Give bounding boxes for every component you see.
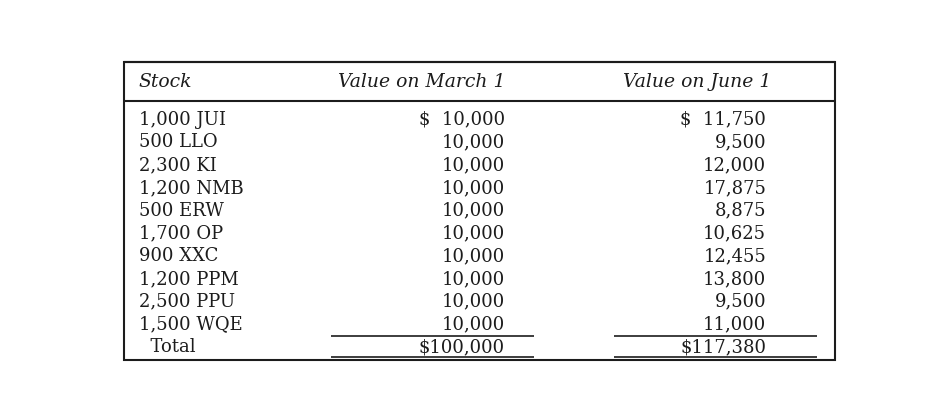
Text: 500 ERW: 500 ERW bbox=[139, 202, 224, 220]
Text: 2,500 PPU: 2,500 PPU bbox=[139, 293, 235, 311]
Text: 10,000: 10,000 bbox=[442, 179, 505, 197]
Text: 900 XXC: 900 XXC bbox=[139, 247, 218, 265]
Text: 10,000: 10,000 bbox=[442, 224, 505, 242]
Text: 9,500: 9,500 bbox=[714, 133, 767, 151]
Text: 10,000: 10,000 bbox=[442, 156, 505, 174]
Text: 10,000: 10,000 bbox=[442, 133, 505, 151]
Text: 9,500: 9,500 bbox=[714, 293, 767, 311]
Text: 1,000 JUI: 1,000 JUI bbox=[139, 111, 226, 129]
Text: 17,875: 17,875 bbox=[703, 179, 767, 197]
Text: 10,625: 10,625 bbox=[703, 224, 767, 242]
Text: 12,455: 12,455 bbox=[704, 247, 767, 265]
Text: 10,000: 10,000 bbox=[442, 316, 505, 334]
Text: 500 LLO: 500 LLO bbox=[139, 133, 217, 151]
Text: 10,000: 10,000 bbox=[442, 270, 505, 288]
Text: 10,000: 10,000 bbox=[442, 202, 505, 220]
Text: 10,000: 10,000 bbox=[442, 293, 505, 311]
Text: Stock: Stock bbox=[139, 73, 192, 91]
Text: $100,000: $100,000 bbox=[419, 338, 505, 357]
Text: 8,875: 8,875 bbox=[715, 202, 767, 220]
Text: 1,200 PPM: 1,200 PPM bbox=[139, 270, 239, 288]
Text: Value on June 1: Value on June 1 bbox=[623, 73, 771, 91]
Text: 1,500 WQE: 1,500 WQE bbox=[139, 316, 242, 334]
Text: 1,200 NMB: 1,200 NMB bbox=[139, 179, 243, 197]
Text: $  11,750: $ 11,750 bbox=[680, 111, 767, 129]
Text: 12,000: 12,000 bbox=[703, 156, 767, 174]
Text: 2,300 KI: 2,300 KI bbox=[139, 156, 216, 174]
Text: 10,000: 10,000 bbox=[442, 247, 505, 265]
Text: 11,000: 11,000 bbox=[703, 316, 767, 334]
Text: Total: Total bbox=[139, 338, 196, 357]
Text: $117,380: $117,380 bbox=[680, 338, 767, 357]
Text: 1,700 OP: 1,700 OP bbox=[139, 224, 223, 242]
Text: 13,800: 13,800 bbox=[703, 270, 767, 288]
Text: $  10,000: $ 10,000 bbox=[419, 111, 505, 129]
Text: Value on March 1: Value on March 1 bbox=[338, 73, 505, 91]
